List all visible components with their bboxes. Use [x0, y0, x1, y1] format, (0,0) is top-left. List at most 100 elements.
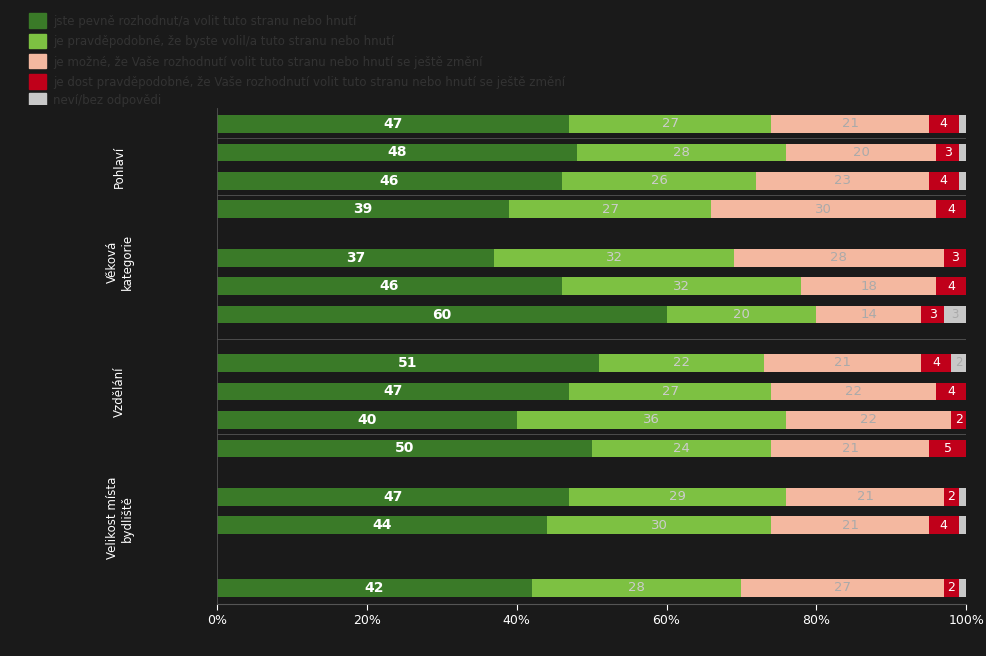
- Bar: [756, 172, 929, 190]
- Bar: [30, 92, 46, 107]
- Bar: [951, 354, 966, 372]
- Text: 30: 30: [651, 519, 668, 532]
- Text: 27: 27: [834, 581, 851, 594]
- Bar: [569, 115, 771, 133]
- Bar: [771, 382, 937, 400]
- Text: 47: 47: [384, 490, 402, 504]
- Bar: [944, 306, 966, 323]
- Text: 40: 40: [357, 413, 377, 427]
- Text: 4: 4: [940, 519, 948, 532]
- Bar: [929, 440, 966, 457]
- Bar: [787, 411, 951, 429]
- Bar: [958, 144, 966, 161]
- Bar: [802, 277, 937, 295]
- Bar: [30, 33, 46, 48]
- Bar: [217, 249, 494, 266]
- Text: Vzdělání: Vzdělání: [113, 366, 126, 417]
- Text: 47: 47: [384, 384, 402, 398]
- Bar: [217, 277, 562, 295]
- Text: Pohlaví: Pohlaví: [113, 146, 126, 188]
- Bar: [771, 115, 929, 133]
- Bar: [951, 411, 966, 429]
- Bar: [217, 354, 599, 372]
- Bar: [771, 440, 929, 457]
- Text: 21: 21: [842, 519, 859, 532]
- Text: 28: 28: [628, 581, 645, 594]
- Text: 28: 28: [673, 146, 690, 159]
- Text: 2: 2: [948, 581, 955, 594]
- Text: 4: 4: [940, 174, 948, 188]
- Bar: [958, 488, 966, 506]
- Text: Velikost místa
bydliště: Velikost místa bydliště: [106, 477, 133, 560]
- Text: 4: 4: [933, 356, 941, 369]
- Bar: [30, 54, 46, 68]
- Text: 3: 3: [951, 308, 958, 321]
- Bar: [816, 306, 921, 323]
- Text: 46: 46: [380, 279, 399, 293]
- Bar: [577, 144, 787, 161]
- Text: 4: 4: [940, 117, 948, 131]
- Text: 27: 27: [662, 385, 678, 398]
- Bar: [937, 277, 966, 295]
- Text: 2: 2: [955, 356, 962, 369]
- Bar: [30, 13, 46, 28]
- Bar: [217, 411, 517, 429]
- Text: 60: 60: [432, 308, 452, 321]
- Text: 39: 39: [353, 202, 373, 216]
- Bar: [217, 115, 569, 133]
- Text: 21: 21: [857, 490, 874, 503]
- Bar: [958, 172, 966, 190]
- Text: 4: 4: [948, 385, 955, 398]
- Text: 5: 5: [944, 442, 951, 455]
- Text: 4: 4: [948, 203, 955, 216]
- Text: 2: 2: [954, 413, 962, 426]
- Text: 36: 36: [643, 413, 660, 426]
- Bar: [30, 75, 46, 89]
- Bar: [217, 306, 667, 323]
- Bar: [217, 201, 509, 218]
- Text: 21: 21: [842, 442, 859, 455]
- Bar: [569, 382, 771, 400]
- Text: 51: 51: [398, 356, 418, 370]
- Bar: [667, 306, 816, 323]
- Bar: [741, 579, 944, 597]
- Bar: [546, 516, 771, 534]
- Text: 4: 4: [948, 279, 955, 293]
- Text: je pravděpodobné, že byste volil/a tuto stranu nebo hnutí: je pravděpodobné, že byste volil/a tuto …: [53, 35, 394, 49]
- Text: 28: 28: [830, 251, 847, 264]
- Bar: [217, 579, 531, 597]
- Bar: [787, 488, 944, 506]
- Bar: [734, 249, 944, 266]
- Bar: [771, 516, 929, 534]
- Text: 46: 46: [380, 174, 399, 188]
- Bar: [764, 354, 921, 372]
- Text: je dost pravděpodobné, že Vaše rozhodnutí volit tuto stranu nebo hnutí se ještě : je dost pravděpodobné, že Vaše rozhodnut…: [53, 76, 565, 89]
- Bar: [929, 115, 958, 133]
- Bar: [937, 144, 958, 161]
- Text: 22: 22: [845, 385, 863, 398]
- Bar: [921, 354, 951, 372]
- Bar: [531, 579, 741, 597]
- Bar: [958, 516, 966, 534]
- Text: 23: 23: [834, 174, 851, 188]
- Bar: [944, 488, 958, 506]
- Text: 47: 47: [384, 117, 402, 131]
- Bar: [217, 144, 577, 161]
- Text: neví/bez odpovědi: neví/bez odpovědi: [53, 94, 161, 108]
- Text: 30: 30: [815, 203, 832, 216]
- Bar: [569, 488, 787, 506]
- Bar: [921, 306, 944, 323]
- Text: 37: 37: [346, 251, 365, 264]
- Text: 22: 22: [861, 413, 878, 426]
- Bar: [217, 440, 592, 457]
- Text: 20: 20: [853, 146, 870, 159]
- Text: 44: 44: [372, 518, 391, 532]
- Bar: [937, 382, 966, 400]
- Bar: [217, 382, 569, 400]
- Text: 14: 14: [861, 308, 878, 321]
- Text: Věková
kategorie: Věková kategorie: [106, 234, 133, 290]
- Bar: [787, 144, 937, 161]
- Bar: [958, 579, 966, 597]
- Bar: [217, 172, 562, 190]
- Bar: [517, 411, 787, 429]
